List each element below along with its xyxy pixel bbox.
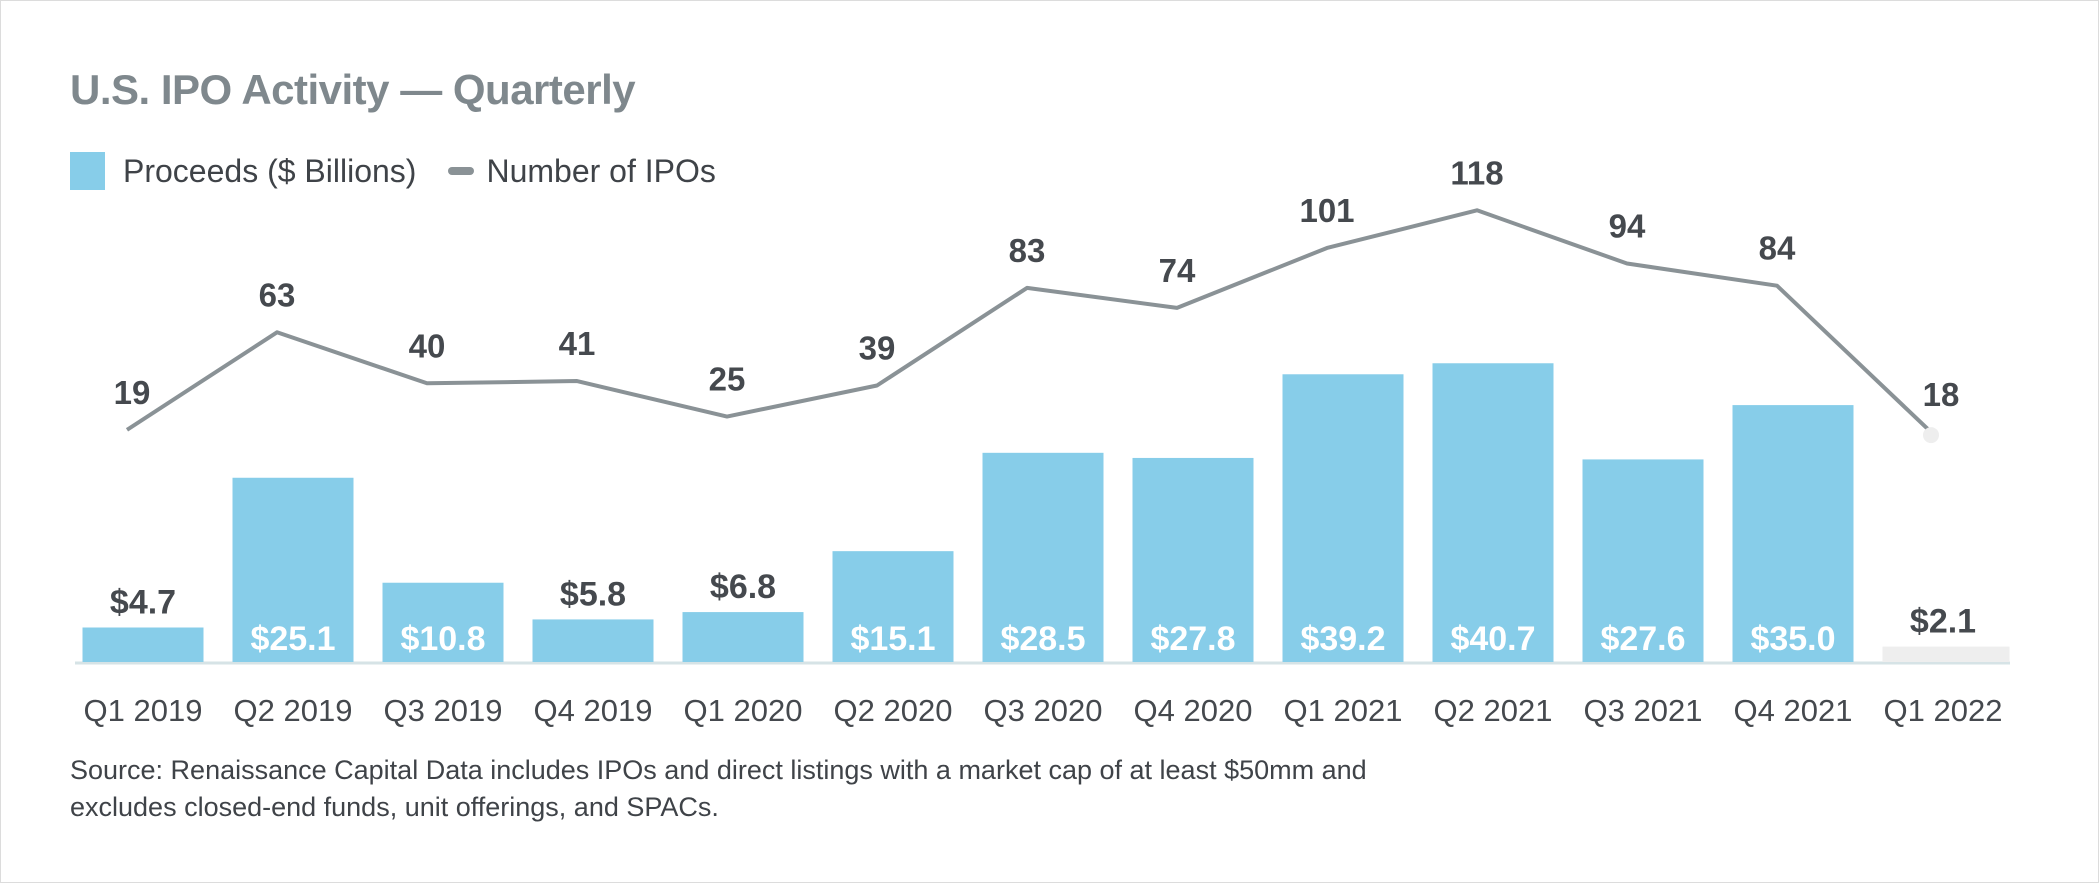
x-tick-label: Q1 2021 bbox=[1284, 693, 1403, 728]
legend-swatch-ipos bbox=[448, 167, 475, 175]
x-tick-label: Q2 2020 bbox=[834, 693, 953, 728]
x-tick-label: Q1 2022 bbox=[1884, 693, 2003, 728]
bar-value-label: $5.8 bbox=[560, 575, 626, 613]
legend: Proceeds ($ Billions) Number of IPOs bbox=[70, 152, 716, 190]
legend-label-ipos: Number of IPOs bbox=[486, 152, 716, 189]
bar-q3-2020 bbox=[982, 452, 1104, 662]
x-tick-label: Q2 2021 bbox=[1434, 693, 1553, 728]
x-tick-label: Q1 2020 bbox=[684, 693, 803, 728]
bar-value-label: $4.7 bbox=[110, 584, 176, 622]
bar-value-label: $28.5 bbox=[1000, 620, 1085, 658]
bar-q1-2022 bbox=[1882, 646, 2010, 662]
x-tick-label: Q4 2020 bbox=[1134, 693, 1253, 728]
bar-q1-2021 bbox=[1282, 374, 1404, 662]
ipo-count-label: 19 bbox=[114, 374, 151, 411]
ipo-count-label: 118 bbox=[1450, 154, 1503, 191]
bar-value-label: $35.0 bbox=[1750, 620, 1835, 658]
legend-swatch-proceeds bbox=[70, 152, 105, 190]
bar-value-label: $25.1 bbox=[250, 620, 335, 658]
ipo-count-line bbox=[125, 208, 1933, 434]
ipo-count-label: 84 bbox=[1759, 230, 1796, 267]
ipo-count-label: 83 bbox=[1009, 232, 1046, 269]
bar-q3-2021 bbox=[1582, 459, 1704, 662]
ipo-count-label: 39 bbox=[859, 329, 896, 366]
bar-q2-2019 bbox=[232, 477, 354, 662]
bar-value-label: $15.1 bbox=[850, 620, 935, 658]
bar-value-label: $6.8 bbox=[710, 568, 776, 606]
bar-value-label: $27.8 bbox=[1150, 620, 1235, 658]
bar-q4-2020 bbox=[1132, 457, 1254, 662]
bar-value-label: $10.8 bbox=[400, 620, 485, 658]
ipo-count-label: 94 bbox=[1609, 208, 1646, 245]
bar-q4-2021 bbox=[1732, 405, 1854, 662]
ipo-point-last bbox=[1923, 427, 1939, 444]
legend-label-proceeds: Proceeds ($ Billions) bbox=[123, 152, 417, 189]
ipo-count-label: 25 bbox=[709, 361, 746, 398]
ipo-count-label: 18 bbox=[1923, 376, 1960, 413]
source-note: Source: Renaissance Capital Data include… bbox=[70, 755, 1367, 822]
ipo-count-label: 74 bbox=[1159, 252, 1196, 289]
bar-value-label: $2.1 bbox=[1910, 603, 1976, 641]
x-tick-label: Q1 2019 bbox=[84, 693, 203, 728]
x-tick-label: Q3 2021 bbox=[1584, 693, 1703, 728]
bar-value-label: $39.2 bbox=[1300, 620, 1385, 658]
bar-q1-2019 bbox=[82, 627, 204, 662]
ipo-count-label: 41 bbox=[559, 325, 596, 362]
bar-q1-2020 bbox=[682, 612, 804, 662]
bar-value-label: $27.6 bbox=[1600, 620, 1685, 658]
ipo-count-label: 101 bbox=[1299, 192, 1354, 229]
x-tick-label: Q3 2019 bbox=[384, 693, 503, 728]
x-tick-label: Q3 2020 bbox=[984, 693, 1103, 728]
bar-value-label: $40.7 bbox=[1450, 620, 1535, 658]
x-tick-label: Q4 2019 bbox=[534, 693, 653, 728]
chart-title: U.S. IPO Activity — Quarterly bbox=[70, 66, 636, 113]
bar-q2-2020 bbox=[832, 551, 954, 662]
ipo-count-label: 63 bbox=[259, 276, 296, 313]
x-tick-label: Q4 2021 bbox=[1734, 693, 1853, 728]
bar-q3-2019 bbox=[382, 582, 504, 662]
ipo-count-label: 40 bbox=[409, 327, 446, 364]
x-tick-label: Q2 2019 bbox=[234, 693, 353, 728]
bar-q2-2021 bbox=[1432, 363, 1554, 662]
bar-q4-2019 bbox=[532, 619, 654, 662]
